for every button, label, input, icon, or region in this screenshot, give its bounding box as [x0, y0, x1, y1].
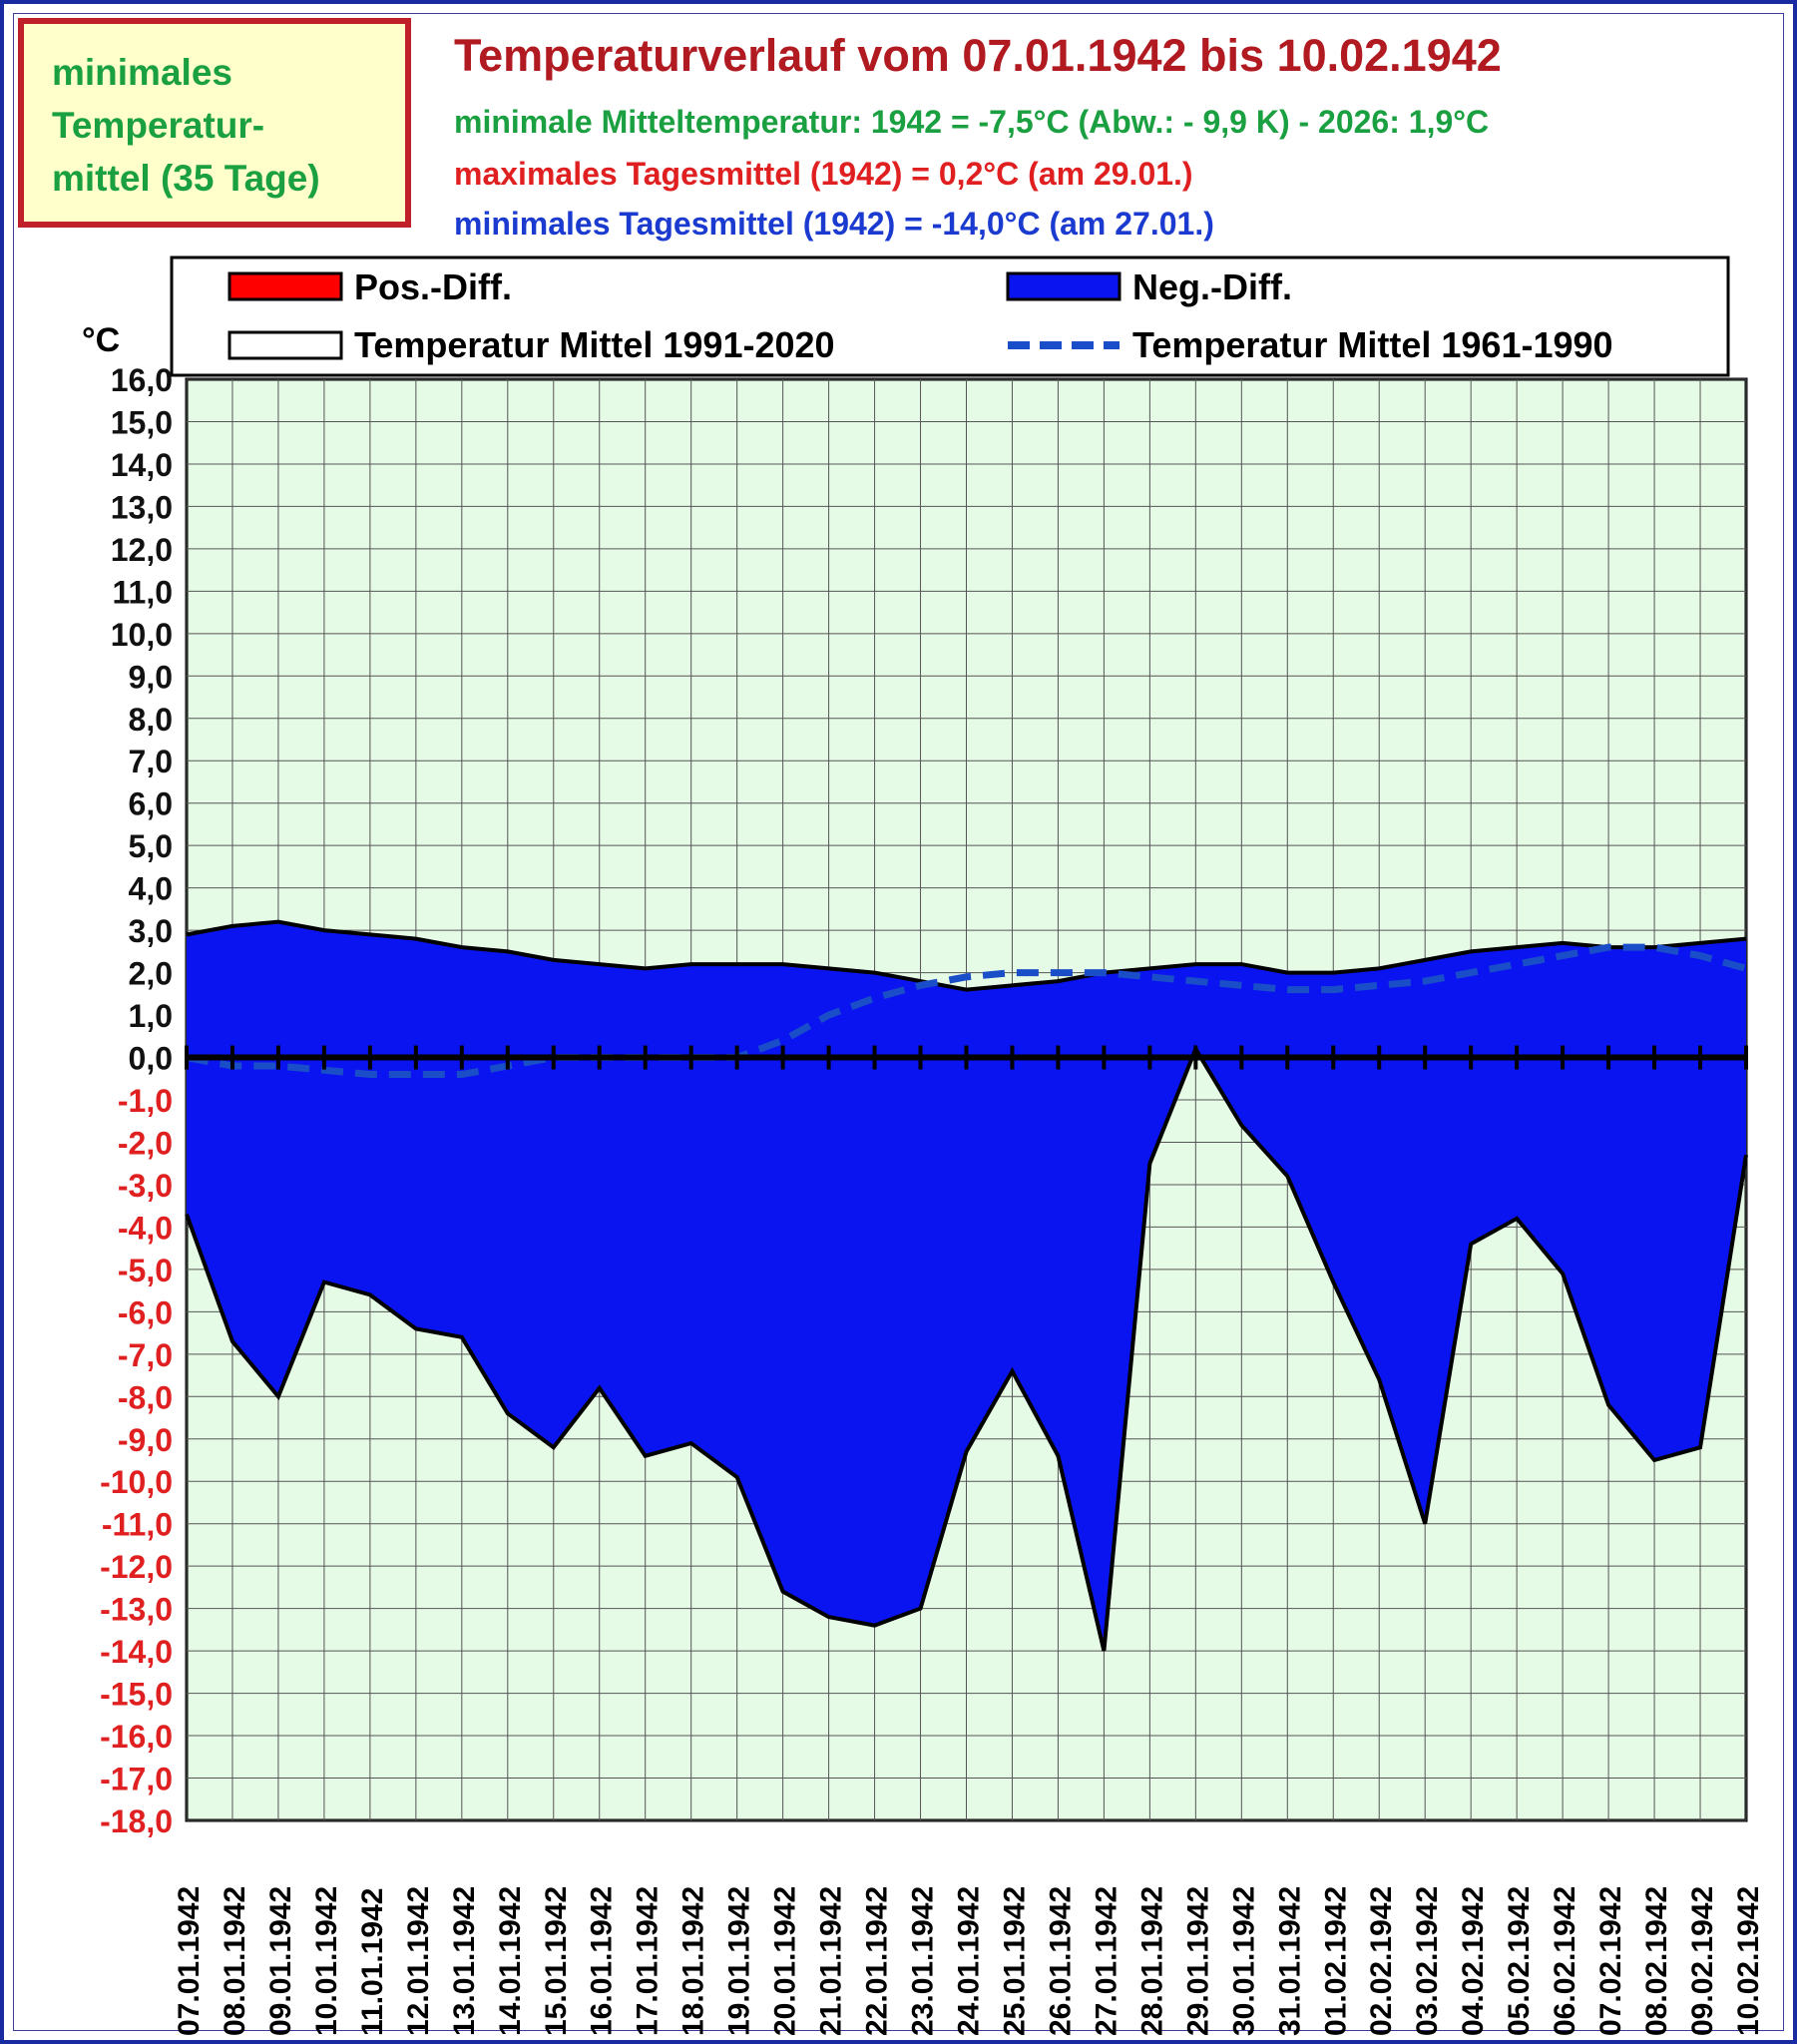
y-tick-label: 14,0: [111, 447, 173, 483]
x-tick-label: 10.02.1942: [1732, 1886, 1765, 2036]
badge-line-3: mittel (35 Tage): [52, 158, 320, 199]
x-tick-label: 04.02.1942: [1457, 1886, 1490, 2036]
legend-pos-label: Pos.-Diff.: [354, 266, 512, 307]
x-tick-label: 11.01.1942: [356, 1888, 389, 2037]
y-tick-label: 11,0: [112, 574, 173, 610]
x-tick-label: 02.02.1942: [1365, 1886, 1398, 2036]
y-tick-label: -11,0: [102, 1507, 173, 1543]
area-neg-diff: [187, 1049, 1746, 1652]
y-tick-label: -2,0: [118, 1125, 173, 1161]
y-tick-label: 16,0: [111, 362, 173, 398]
y-tick-label: 15,0: [111, 404, 173, 440]
y-tick-label: -7,0: [118, 1337, 173, 1373]
y-tick-label: 1,0: [129, 998, 173, 1034]
badge-line-1: minimales: [52, 52, 232, 93]
x-tick-label: 09.01.1942: [264, 1886, 297, 2036]
legend-neg-swatch: [1006, 271, 1122, 301]
x-tick-label: 19.01.1942: [723, 1886, 756, 2036]
x-tick-label: 01.02.1942: [1319, 1886, 1352, 2036]
legend-neg-label: Neg.-Diff.: [1132, 266, 1292, 307]
x-tick-label: 25.01.1942: [998, 1886, 1031, 2036]
x-tick-label: 08.02.1942: [1640, 1886, 1673, 2036]
x-tick-label: 24.01.1942: [953, 1886, 986, 2036]
x-tick-label: 13.01.1942: [448, 1886, 481, 2036]
y-tick-label: 7,0: [129, 744, 173, 779]
y-tick-label: -15,0: [100, 1677, 173, 1713]
legend-1961-label: Temperatur Mittel 1961-1990: [1132, 324, 1613, 365]
x-tick-label: 16.01.1942: [586, 1886, 619, 2036]
summary-badge: minimales Temperatur- mittel (35 Tage): [18, 18, 411, 228]
y-tick-label: -16,0: [100, 1719, 173, 1755]
x-tick-label: 22.01.1942: [861, 1886, 894, 2036]
x-tick-label: 23.01.1942: [907, 1886, 940, 2036]
x-tick-label: 30.01.1942: [1227, 1886, 1260, 2036]
y-tick-label: 6,0: [129, 786, 173, 822]
y-tick-label: -8,0: [118, 1379, 173, 1415]
y-tick-label: -14,0: [100, 1634, 173, 1670]
y-tick-label: 2,0: [129, 956, 173, 992]
x-tick-label: 26.01.1942: [1044, 1886, 1077, 2036]
y-tick-label: -17,0: [100, 1762, 173, 1797]
x-tick-label: 14.01.1942: [494, 1886, 527, 2036]
badge-line-2: Temperatur-: [52, 105, 265, 146]
subtitle-max: maximales Tagesmittel (1942) = 0,2°C (am…: [454, 156, 1193, 192]
y-tick-label: 5,0: [129, 828, 173, 864]
x-tick-label: 07.02.1942: [1594, 1886, 1627, 2036]
y-tick-label: 12,0: [111, 532, 173, 568]
legend-1991-label: Temperatur Mittel 1991-2020: [354, 324, 835, 365]
line-mean-1991: [186, 919, 1747, 992]
y-tick-label: 3,0: [129, 913, 173, 949]
x-tick-label: 12.01.1942: [402, 1886, 435, 2036]
x-tick-label: 06.02.1942: [1549, 1886, 1581, 2036]
y-tick-label: -5,0: [118, 1253, 173, 1288]
x-tick-label: 31.01.1942: [1273, 1886, 1306, 2036]
line-1942: [185, 1044, 1748, 1652]
y-tick-label: 4,0: [129, 871, 173, 907]
y-tick-label: -3,0: [118, 1168, 173, 1204]
subtitle-mean: minimale Mitteltemperatur: 1942 = -7,5°C…: [454, 104, 1490, 140]
line-mean-1961: [186, 943, 1747, 1079]
y-tick-label: -4,0: [118, 1210, 173, 1246]
x-tick-label: 17.01.1942: [632, 1886, 665, 2036]
x-tick-label: 15.01.1942: [540, 1886, 573, 2036]
y-tick-label: -1,0: [118, 1083, 173, 1119]
y-tick-label: 10,0: [111, 617, 173, 653]
x-tick-label: 29.01.1942: [1181, 1886, 1214, 2036]
legend: Pos.-Diff. Neg.-Diff. Temperatur Mittel …: [170, 256, 1730, 377]
y-tick-label: -18,0: [100, 1803, 173, 1839]
y-tick-label: -12,0: [100, 1549, 173, 1585]
y-tick-label: -10,0: [100, 1464, 173, 1500]
x-tick-label: 10.01.1942: [310, 1886, 343, 2036]
x-tick-label: 20.01.1942: [769, 1886, 802, 2036]
x-tick-label: 05.02.1942: [1503, 1886, 1536, 2036]
x-tick-label: 09.02.1942: [1686, 1886, 1719, 2036]
y-axis-unit: °C: [82, 321, 120, 359]
x-tick-label: 27.01.1942: [1090, 1886, 1123, 2036]
x-tick-label: 21.01.1942: [815, 1886, 848, 2036]
legend-1991-swatch: [227, 330, 343, 360]
x-tick-label: 18.01.1942: [677, 1886, 710, 2036]
y-tick-label: 8,0: [129, 702, 173, 738]
y-tick-label: -9,0: [118, 1422, 173, 1458]
chart-title: Temperaturverlauf vom 07.01.1942 bis 10.…: [454, 30, 1502, 81]
x-tick-label: 28.01.1942: [1135, 1886, 1168, 2036]
y-tick-label: 0,0: [129, 1041, 173, 1077]
y-tick-label: 9,0: [129, 659, 173, 695]
x-tick-label: 03.02.1942: [1411, 1886, 1444, 2036]
x-tick-label: 08.01.1942: [219, 1886, 251, 2036]
x-tick-label: 07.01.1942: [173, 1886, 206, 2036]
y-tick-label: 13,0: [111, 489, 173, 525]
y-tick-label: -13,0: [100, 1592, 173, 1628]
y-tick-label: -6,0: [118, 1294, 173, 1330]
legend-pos-swatch: [227, 271, 343, 301]
subtitle-min: minimales Tagesmittel (1942) = -14,0°C (…: [454, 206, 1214, 242]
